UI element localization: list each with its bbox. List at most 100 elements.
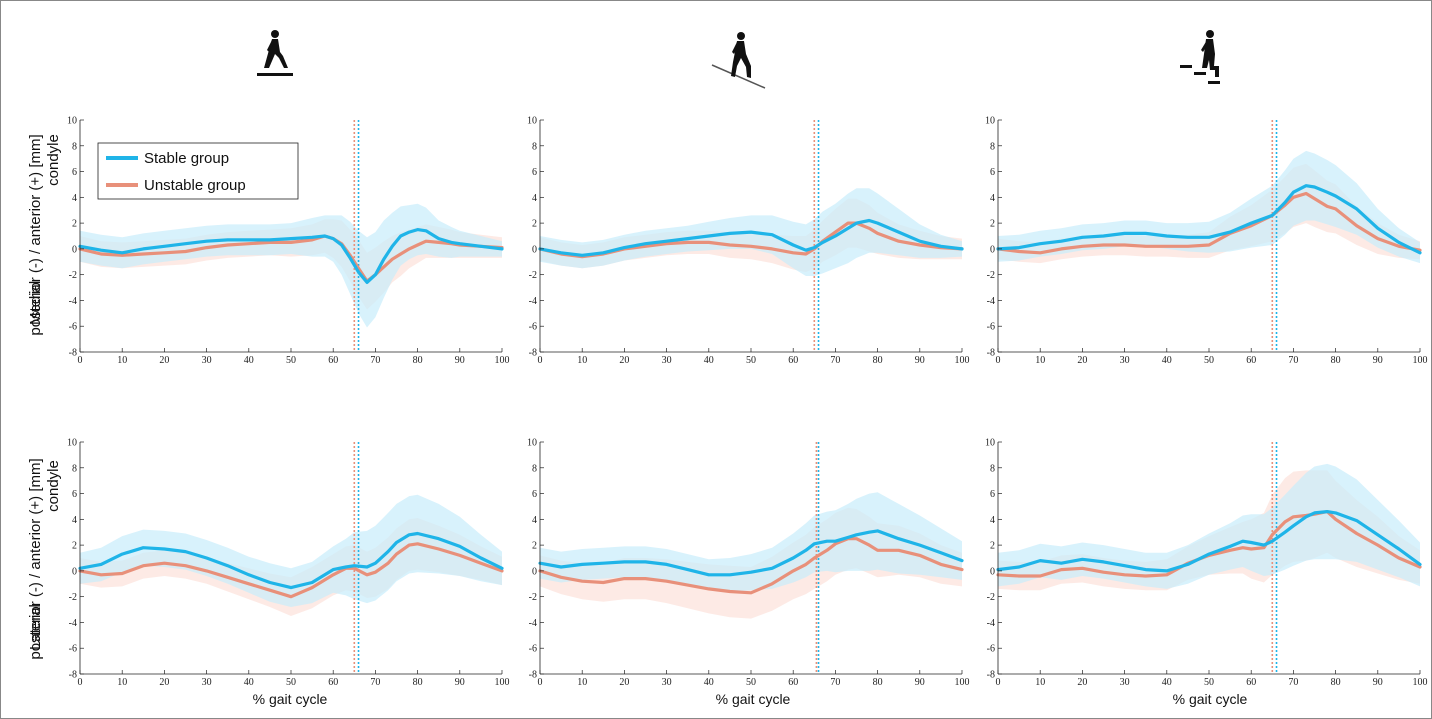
x-tick-label: 100 xyxy=(955,355,970,366)
y-tick-label: -2 xyxy=(529,270,537,281)
x-tick-label: 100 xyxy=(955,677,970,688)
series-line-unstable xyxy=(996,510,1422,578)
x-tick-label: 90 xyxy=(915,677,925,688)
y-tick-label: 6 xyxy=(532,489,537,500)
x-tick-label: 40 xyxy=(704,677,714,688)
x-tick-label: 40 xyxy=(1162,355,1172,366)
y-tick-label: -2 xyxy=(987,270,995,281)
x-tick-label: 0 xyxy=(78,677,83,688)
y-tick-label: 10 xyxy=(985,438,995,449)
legend-box xyxy=(97,142,299,200)
x-tick-label: 50 xyxy=(286,677,296,688)
y-tick-label: 8 xyxy=(990,141,995,152)
y-tick-label: -2 xyxy=(69,592,77,603)
x-tick-label: 0 xyxy=(996,355,1001,366)
y-tick-label: -2 xyxy=(69,270,77,281)
row-label-medial-line1: posterior (-) / anterior (+) [mm] xyxy=(27,134,44,335)
band-stable xyxy=(80,494,502,607)
y-tick-label: 10 xyxy=(985,116,995,127)
x-tick-label: 20 xyxy=(159,677,169,688)
y-tick-label: -6 xyxy=(529,322,537,333)
y-tick-label: -8 xyxy=(529,670,537,681)
x-tick-label: 90 xyxy=(1373,355,1383,366)
x-tick-label: 60 xyxy=(328,355,338,366)
x-tick-label: 0 xyxy=(538,677,543,688)
x-tick-label: 70 xyxy=(830,677,840,688)
y-tick-label: -8 xyxy=(69,348,77,359)
x-tick-label: 80 xyxy=(413,677,423,688)
y-tick-label: 0 xyxy=(72,566,77,577)
x-tick-label: 70 xyxy=(1288,677,1298,688)
y-tick-label: -4 xyxy=(529,296,537,307)
x-tick-label: 20 xyxy=(619,677,629,688)
y-tick-label: -6 xyxy=(987,644,995,655)
x-tick-label: 80 xyxy=(1331,677,1341,688)
y-tick-label: -4 xyxy=(69,296,77,307)
row-label-lateral-line1: posterior (-) / anterior (+) [mm] xyxy=(27,458,44,659)
y-tick-label: 2 xyxy=(532,541,537,552)
incline-walking-icon xyxy=(711,32,766,89)
x-tick-label: 50 xyxy=(286,355,296,366)
y-tick-label: 4 xyxy=(990,193,995,204)
y-tick-label: -4 xyxy=(987,296,995,307)
x-tick-label: 90 xyxy=(455,355,465,366)
x-tick-label: 10 xyxy=(577,677,587,688)
x-tick-label: 30 xyxy=(662,355,672,366)
x-tick-label: 0 xyxy=(996,677,1001,688)
x-axis-label-1: % gait cycle xyxy=(253,691,328,707)
x-axis-label-3: % gait cycle xyxy=(1173,691,1248,707)
row-label-lateral-line2: condyle xyxy=(45,460,62,512)
y-tick-label: -6 xyxy=(69,644,77,655)
y-tick-label: 6 xyxy=(72,489,77,500)
x-tick-label: 70 xyxy=(370,355,380,366)
x-tick-label: 0 xyxy=(538,355,543,366)
x-tick-label: 30 xyxy=(202,677,212,688)
stair-climbing-icon xyxy=(1180,30,1220,84)
x-tick-label: 60 xyxy=(788,677,798,688)
series-line-stable xyxy=(538,529,964,577)
x-tick-label: 60 xyxy=(328,677,338,688)
x-tick-label: 70 xyxy=(1288,355,1298,366)
x-tick-label: 20 xyxy=(1077,677,1087,688)
y-tick-label: -8 xyxy=(529,348,537,359)
x-tick-label: 50 xyxy=(746,355,756,366)
x-tick-label: 0 xyxy=(78,355,83,366)
y-tick-label: -2 xyxy=(987,592,995,603)
series-line-stable xyxy=(996,510,1422,573)
x-tick-label: 40 xyxy=(1162,677,1172,688)
band-stable xyxy=(80,203,502,328)
y-tick-label: -8 xyxy=(987,670,995,681)
x-tick-label: 60 xyxy=(788,355,798,366)
band-stable xyxy=(998,463,1420,589)
series-line-stable xyxy=(78,531,504,590)
row-label-lateral-line3: Lateral xyxy=(27,604,44,650)
x-tick-label: 10 xyxy=(1035,677,1045,688)
x-tick-label: 30 xyxy=(1120,677,1130,688)
x-tick-label: 70 xyxy=(830,355,840,366)
walking-icon xyxy=(257,30,293,76)
x-tick-label: 60 xyxy=(1246,677,1256,688)
series-line-stable xyxy=(996,184,1422,255)
legend-label-stable: Stable group xyxy=(144,150,229,167)
y-tick-label: 6 xyxy=(990,167,995,178)
y-tick-label: 4 xyxy=(72,515,77,526)
series-line-unstable xyxy=(78,542,504,599)
y-tick-label: 0 xyxy=(990,244,995,255)
y-tick-label: 4 xyxy=(990,515,995,526)
y-tick-label: -4 xyxy=(69,618,77,629)
y-tick-label: 0 xyxy=(990,566,995,577)
series-line-unstable xyxy=(996,191,1422,255)
x-tick-label: 10 xyxy=(117,677,127,688)
x-tick-label: 80 xyxy=(873,355,883,366)
x-tick-label: 60 xyxy=(1246,355,1256,366)
x-tick-label: 80 xyxy=(873,677,883,688)
y-tick-label: 2 xyxy=(72,541,77,552)
y-tick-label: 10 xyxy=(527,438,537,449)
y-tick-label: -6 xyxy=(69,322,77,333)
x-tick-label: 50 xyxy=(1204,355,1214,366)
series-line-stable xyxy=(78,228,504,284)
